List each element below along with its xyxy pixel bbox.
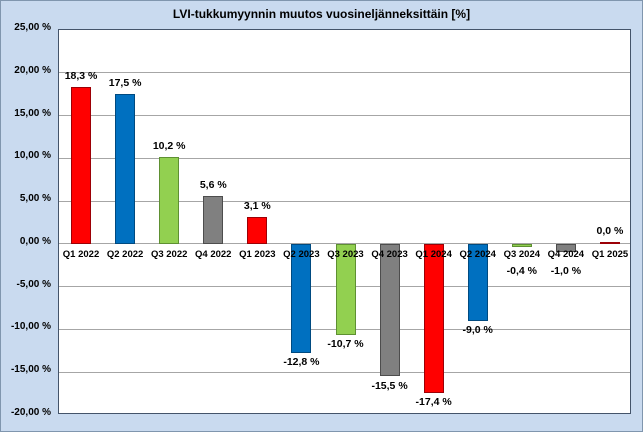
bar-q3-2024: [511, 243, 532, 248]
bar-q1-2025: [599, 242, 620, 245]
data-label: 0,0 %: [596, 225, 624, 238]
x-tick-label: Q2 2022: [106, 248, 144, 260]
data-label: -10,7 %: [327, 338, 364, 351]
data-label: 17,5 %: [108, 77, 142, 90]
plot-area: Q1 2022 18,3 % Q2 2022 17,5 % Q3 2022 10,2 % Q…: [58, 29, 631, 414]
x-tick-label: Q2 2023: [283, 248, 320, 260]
bar-q1-2022: [71, 87, 92, 244]
chart-title: LVI-tukkumyynnin muutos vuosineljänneksi…: [172, 7, 471, 21]
y-tick-label: 25,00 %: [14, 22, 51, 33]
x-tick-label: Q4 2024: [547, 248, 585, 260]
y-tick-label: -20,00 %: [10, 407, 51, 418]
bar-q2-2023: [291, 243, 312, 354]
y-tick-label: -5,00 %: [16, 278, 51, 290]
bar-q4-2022: [203, 195, 224, 244]
x-tick-label: Q1 2024: [415, 248, 452, 260]
x-tick-label: Q3 2023: [327, 248, 364, 260]
bar-q2-2024: [467, 243, 488, 321]
bar-q4-2024: [555, 243, 576, 253]
x-tick-label: Q2 2024: [459, 248, 496, 260]
x-tick-label: Q1 2025: [591, 248, 629, 260]
data-label: -9,0 %: [462, 323, 493, 336]
data-label: 10,2 %: [152, 139, 186, 152]
x-tick-label: Q1 2022: [62, 248, 100, 260]
gridline-15: [59, 115, 630, 117]
y-tick-label: 5,00 %: [19, 193, 51, 205]
data-label: -17,4 %: [415, 395, 452, 408]
y-tick-label: -15,00 %: [10, 364, 51, 376]
data-label: -1,0 %: [550, 264, 582, 277]
gridline--15: [59, 371, 630, 373]
data-label: -0,4 %: [506, 264, 537, 277]
y-tick-label: 0,00 %: [19, 235, 51, 247]
bar-q3-2022: [159, 156, 180, 244]
x-tick-label: Q1 2023: [239, 248, 276, 260]
x-tick-label: Q3 2024: [503, 248, 541, 260]
bar-q1-2024: [423, 243, 444, 393]
data-label: 18,3 %: [64, 70, 98, 83]
bar-q2-2022: [115, 94, 136, 244]
x-tick-label: Q4 2022: [195, 248, 232, 260]
x-tick-label: Q3 2022: [150, 248, 188, 260]
data-label: -12,8 %: [283, 356, 320, 369]
data-label: 3,1 %: [243, 200, 271, 213]
x-tick-label: Q4 2023: [371, 248, 408, 260]
y-tick-label: 10,00 %: [14, 150, 51, 162]
gridline-10: [59, 157, 630, 159]
data-label: 5,6 %: [199, 178, 227, 191]
bar-q1-2023: [247, 217, 268, 244]
gridline-20: [59, 72, 630, 74]
y-tick-label: 15,00 %: [14, 107, 51, 119]
bar-q3-2023: [335, 243, 356, 336]
bar-q4-2023: [379, 243, 400, 377]
data-label: -15,5 %: [371, 379, 408, 392]
y-tick-label: -10,00 %: [10, 321, 51, 333]
gridline-5: [59, 200, 630, 202]
y-tick-label: 20,00 %: [14, 64, 51, 76]
